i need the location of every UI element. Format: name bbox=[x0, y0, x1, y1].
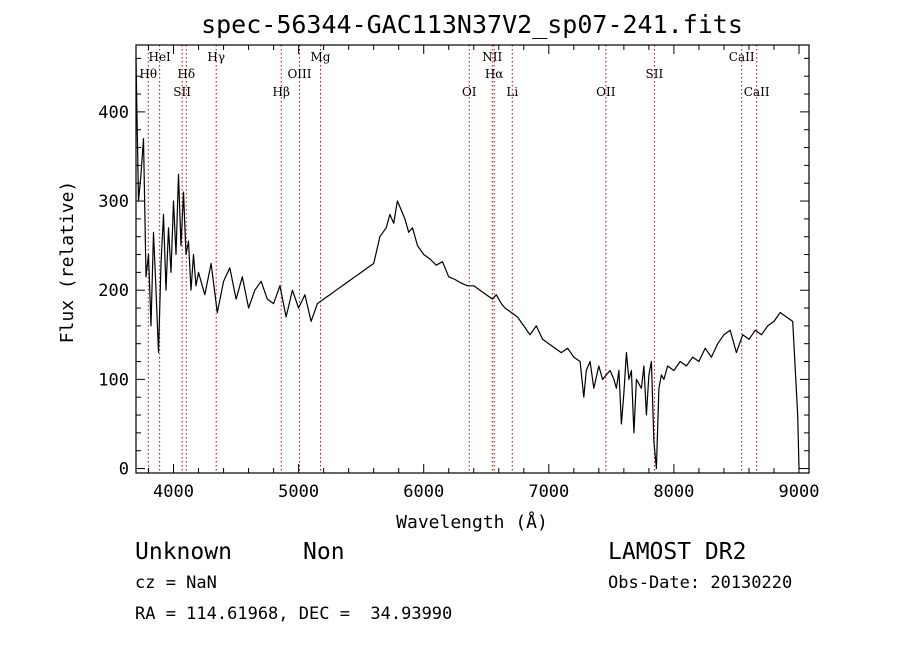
plot-frame bbox=[135, 44, 810, 474]
y-tick-label: 400 bbox=[98, 103, 129, 123]
annotation-label: Mg bbox=[311, 50, 331, 64]
object-subclass: Non bbox=[303, 539, 345, 565]
annotation-label: Hβ bbox=[273, 85, 290, 99]
object-class: Unknown bbox=[135, 539, 232, 565]
x-tick-label: 4000 bbox=[153, 482, 194, 502]
chart-title: spec-56344-GAC113N37V2_sp07-241.fits bbox=[201, 10, 743, 39]
survey-name: LAMOST DR2 bbox=[608, 539, 746, 565]
coordinates: RA = 114.61968, DEC = 34.93990 bbox=[135, 604, 452, 624]
annotation-label: SII bbox=[646, 67, 664, 81]
annotation-label: OI bbox=[462, 85, 477, 99]
annotation-label: OIII bbox=[287, 67, 311, 81]
x-tick-label: 8000 bbox=[653, 482, 694, 502]
annotation-label: Hδ bbox=[177, 67, 195, 81]
obs-date: Obs-Date: 20130220 bbox=[608, 573, 792, 593]
y-axis-ticks: 0 100 200 300 400 bbox=[98, 57, 809, 480]
x-tick-label: 7000 bbox=[528, 482, 569, 502]
redshift-cz: cz = NaN bbox=[135, 573, 217, 593]
y-tick-label: 0 bbox=[119, 460, 129, 480]
annotation-label: Hα bbox=[485, 67, 504, 81]
y-tick-label: 200 bbox=[98, 281, 129, 301]
x-tick-label: 5000 bbox=[278, 482, 319, 502]
y-axis-label: Flux (relative) bbox=[57, 181, 78, 344]
x-axis-ticks: 4000 5000 6000 7000 8000 9000 bbox=[148, 45, 820, 502]
x-tick-label: 9000 bbox=[779, 482, 820, 502]
annotation-label: CaII bbox=[744, 85, 770, 99]
x-tick-label: 6000 bbox=[403, 482, 444, 502]
annotation-label: NII bbox=[482, 50, 502, 64]
annotation-label: Hγ bbox=[207, 50, 225, 64]
annotation-label: SII bbox=[173, 85, 191, 99]
annotation-label: Hθ bbox=[139, 67, 157, 81]
x-axis-label: Wavelength (Å) bbox=[396, 511, 548, 533]
annotation-label: OII bbox=[596, 85, 616, 99]
annotation-label: HeI bbox=[148, 50, 171, 64]
annotation-label: Li bbox=[506, 85, 518, 99]
annotation-label: CaII bbox=[729, 50, 755, 64]
spectrum-line bbox=[135, 58, 801, 470]
y-tick-label: 100 bbox=[98, 370, 129, 390]
y-tick-label: 300 bbox=[98, 192, 129, 212]
